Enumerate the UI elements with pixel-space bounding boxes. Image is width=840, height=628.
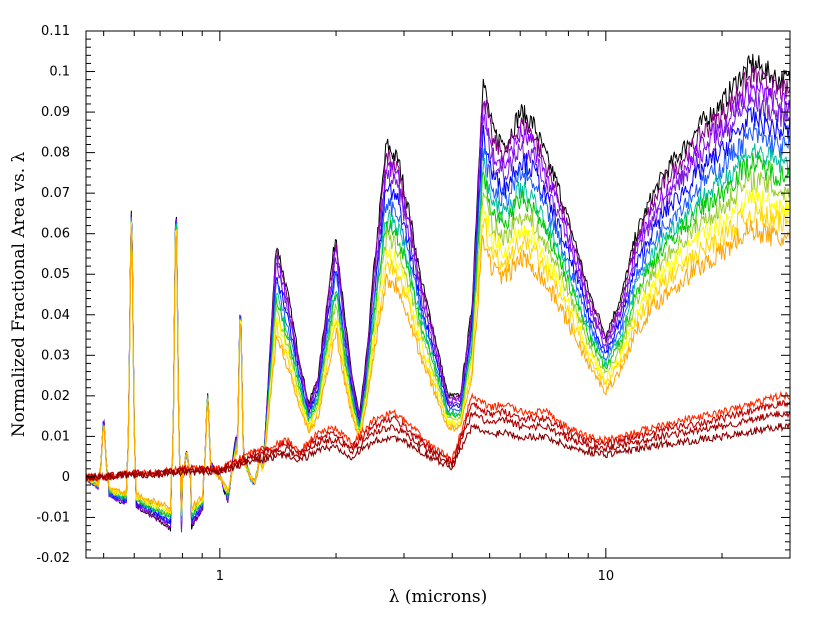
y-tick-label: 0.01 [41,429,70,444]
spectrum-series-12 [85,218,791,514]
low-series-1 [85,390,791,483]
axes-layer: -0.02 -0.01 0 0.01 0.02 0.03 0.04 0.05 0.06 0.07 0… [36,24,791,584]
y-tick-label: 0.09 [41,105,70,120]
y-tick-label: 0.04 [41,308,70,323]
y-tick-label: 0.07 [41,186,70,201]
y-tick-label: 0.08 [41,146,70,161]
y-tick-label: 0.03 [41,348,70,363]
y-tick-label: -0.01 [36,510,70,525]
x-tick-label: 10 [598,569,615,584]
y-tick-label: 0.06 [41,227,70,242]
y-tick-label: 0 [62,470,70,485]
x-axis-title: λ (microns) [389,587,488,607]
y-tick-label: 0.05 [41,267,70,282]
series-layer [85,53,791,533]
plot-frame [85,30,791,559]
y-axis-title: Normalized Fractional Area vs. λ [9,151,29,437]
y-tick-label: 0.02 [41,389,70,404]
y-tick-label: -0.02 [36,551,70,566]
y-tick-label: 0.1 [49,65,70,80]
low-series-4 [85,422,791,482]
x-tick-label: 1 [216,569,224,584]
y-tick-label: 0.11 [41,24,70,39]
